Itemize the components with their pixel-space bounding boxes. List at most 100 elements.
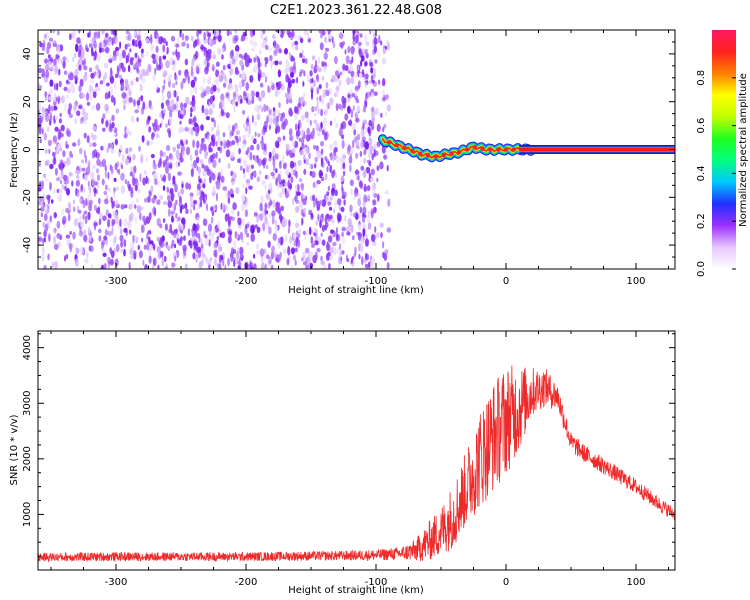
noise-point: [270, 250, 275, 260]
noise-point: [229, 68, 232, 76]
noise-point: [242, 145, 245, 150]
noise-point: [81, 203, 84, 208]
noise-point: [200, 142, 205, 151]
noise-point: [77, 209, 82, 214]
noise-point: [79, 78, 84, 87]
noise-point: [162, 185, 166, 191]
noise-point: [138, 61, 141, 68]
noise-point: [201, 191, 205, 197]
noise-point: [88, 245, 92, 252]
noise-point: [240, 37, 243, 42]
noise-point: [212, 30, 217, 36]
noise-point: [301, 195, 306, 200]
noise-point: [381, 126, 385, 133]
noise-point: [153, 244, 156, 251]
noise-point: [89, 185, 92, 194]
noise-point: [384, 190, 389, 195]
noise-point: [82, 59, 85, 66]
signal-peak: [472, 145, 477, 150]
signal-peak: [511, 147, 516, 152]
noise-point: [44, 33, 47, 40]
noise-point: [354, 170, 360, 175]
noise-point: [38, 103, 42, 112]
noise-point: [178, 127, 183, 134]
noise-point: [42, 221, 45, 228]
noise-point: [97, 206, 100, 215]
noise-point: [256, 143, 260, 151]
noise-point: [82, 213, 85, 220]
noise-point: [295, 45, 299, 51]
noise-point: [204, 151, 208, 160]
noise-point: [284, 233, 288, 243]
noise-point: [315, 197, 318, 205]
noise-point: [330, 229, 335, 234]
signal-peak: [464, 147, 470, 152]
noise-point: [324, 172, 328, 181]
noise-point: [141, 237, 144, 243]
noise-point: [101, 48, 105, 53]
noise-point: [314, 251, 318, 261]
noise-point: [133, 99, 136, 107]
noise-point: [302, 212, 306, 218]
noise-point: [185, 96, 190, 105]
noise-point: [142, 177, 147, 186]
noise-point: [63, 174, 68, 181]
noise-point: [295, 222, 300, 229]
noise-point: [352, 212, 356, 218]
noise-point: [217, 172, 222, 181]
noise-point: [167, 200, 173, 208]
noise-point: [169, 100, 172, 108]
noise-point: [150, 153, 155, 159]
noise-point: [250, 225, 255, 234]
noise-point: [170, 192, 174, 202]
noise-point: [38, 67, 43, 74]
noise-point: [104, 92, 109, 100]
noise-point: [269, 55, 273, 62]
noise-point: [242, 183, 245, 189]
noise-point: [243, 172, 246, 179]
noise-point: [285, 169, 290, 176]
noise-point: [250, 39, 253, 45]
noise-point: [235, 101, 239, 107]
noise-point: [42, 237, 45, 245]
noise-point: [111, 201, 115, 209]
noise-point: [92, 91, 97, 99]
noise-point: [165, 164, 169, 174]
noise-point: [98, 235, 102, 242]
noise-point: [69, 72, 74, 81]
noise-point: [175, 80, 178, 86]
noise-point: [270, 171, 275, 177]
noise-point: [341, 231, 344, 237]
noise-point: [351, 47, 354, 56]
noise-point: [332, 41, 336, 49]
noise-point: [329, 120, 333, 126]
noise-point: [268, 226, 272, 235]
snr-y-label: SNR (10 * v/v): [9, 414, 20, 485]
noise-point: [118, 74, 122, 79]
noise-point: [351, 56, 354, 63]
noise-point: [138, 188, 141, 194]
noise-point: [217, 146, 221, 151]
x-tick-label: -200: [235, 577, 258, 588]
noise-point: [311, 171, 316, 178]
noise-point: [246, 154, 250, 159]
noise-point: [386, 41, 390, 51]
noise-point: [253, 121, 258, 127]
noise-point: [74, 258, 79, 267]
noise-point: [49, 37, 53, 42]
noise-point: [172, 82, 176, 89]
noise-point: [235, 187, 240, 194]
noise-point: [376, 177, 379, 183]
noise-point: [104, 39, 109, 45]
noise-point: [186, 43, 190, 49]
noise-point: [116, 51, 120, 57]
noise-point: [321, 60, 325, 67]
noise-point: [272, 148, 276, 154]
noise-point: [148, 126, 152, 133]
noise-point: [172, 51, 176, 56]
noise-point: [362, 122, 365, 130]
noise-point: [248, 125, 251, 135]
noise-point: [277, 89, 281, 95]
noise-point: [309, 163, 312, 170]
